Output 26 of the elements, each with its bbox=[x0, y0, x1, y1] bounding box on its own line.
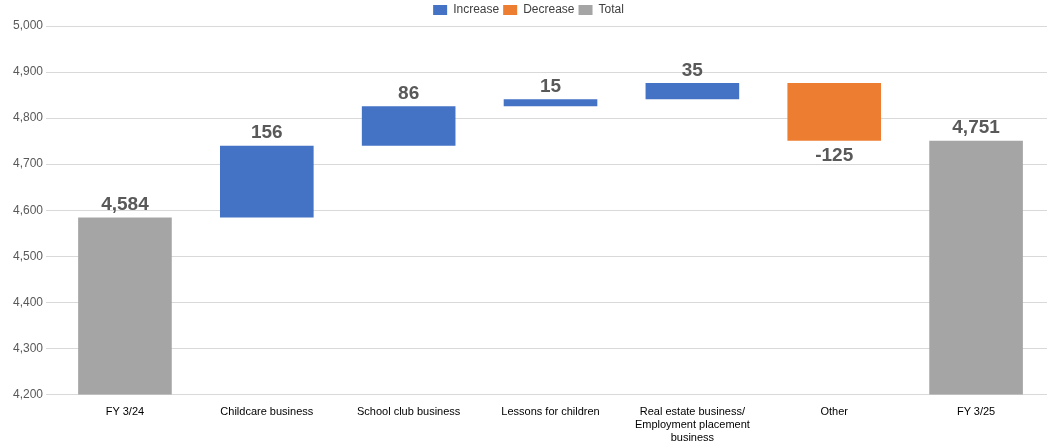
data-label: 35 bbox=[681, 58, 704, 80]
data-label: 86 bbox=[398, 81, 420, 103]
data-label: -125 bbox=[815, 144, 854, 166]
x-tick-label: FY 3/25 bbox=[956, 405, 996, 418]
y-tick-label: 4,500 bbox=[13, 248, 44, 263]
y-tick-label: 4,400 bbox=[13, 294, 44, 309]
x-tick-label: School club business bbox=[356, 405, 461, 418]
y-tick-label: 4,200 bbox=[13, 386, 44, 401]
data-label: 4,584 bbox=[101, 193, 150, 215]
y-tick-label: 5,000 bbox=[13, 18, 44, 33]
x-tick-label: Lessons for children bbox=[501, 405, 600, 418]
y-tick-label: 4,900 bbox=[13, 64, 44, 79]
y-tick-label: 4,600 bbox=[13, 202, 44, 217]
x-tick-label: Childcare business bbox=[220, 405, 314, 418]
legend-label: Decrease bbox=[523, 2, 575, 17]
y-tick-label: 4,700 bbox=[13, 156, 44, 171]
legend-label: Increase bbox=[453, 2, 500, 17]
x-tick-label: Other bbox=[820, 405, 849, 418]
legend-label: Total bbox=[598, 2, 624, 17]
data-label: 15 bbox=[539, 74, 562, 96]
x-tick-label: FY 3/24 bbox=[105, 405, 145, 418]
y-tick-label: 4,800 bbox=[13, 110, 44, 125]
data-label: 156 bbox=[250, 121, 283, 143]
y-tick-label: 4,300 bbox=[13, 340, 44, 355]
data-label: 4,751 bbox=[952, 116, 1001, 138]
x-tick-label: Real estate business/Employment placement business bbox=[634, 405, 750, 444]
